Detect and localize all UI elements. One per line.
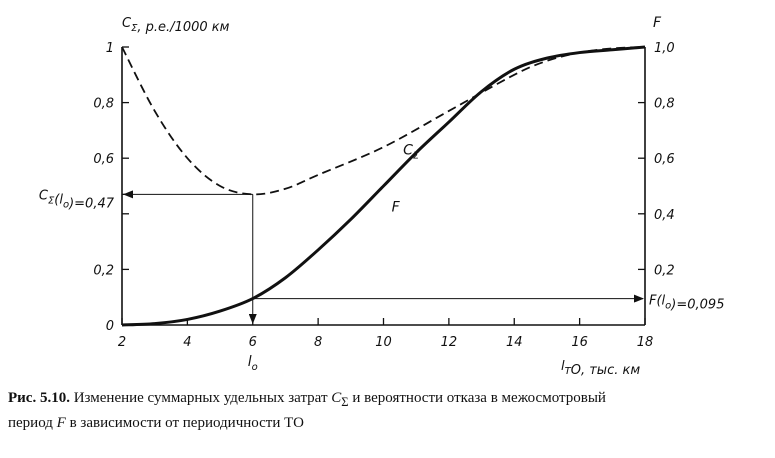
caption-line-1: Рис. 5.10. Изменение суммарных удельных … <box>8 388 773 413</box>
x-tick-label: 4 <box>183 335 191 350</box>
x-tick-label: 16 <box>571 335 588 350</box>
chart-annotations: CΣ(lо)=0,47 F(lо)=0,095 lо <box>39 188 725 373</box>
x-tick-label: 6 <box>249 335 257 350</box>
c-optimum-label: CΣ(lо)=0,47 <box>39 188 115 211</box>
caption-line2-b: в зависимости от периодичности ТО <box>65 415 304 431</box>
y-left-tick-label: 0,8 <box>93 97 114 112</box>
figure-caption: Рис. 5.10. Изменение суммарных удельных … <box>8 388 773 434</box>
x-tick-label: 12 <box>441 335 458 350</box>
x-tick-label: 8 <box>314 335 322 350</box>
caption-text-1: Изменение суммарных удельных затрат <box>69 390 332 406</box>
y-right-tick-label: 0,6 <box>654 152 675 167</box>
y-left-tick-label: 0,2 <box>93 263 114 278</box>
chart-svg: 2 4 6 8 10 12 14 16 18 0 0,2 0,6 0,8 1 0,2 0,4 0,6 0,8 1,0… <box>39 15 725 378</box>
y-left-axis-title: CΣ, р.е./1000 км <box>122 16 230 35</box>
caption-text-2: и вероятности отказа в межосмотровый <box>348 390 606 406</box>
caption-line2-a: период <box>8 415 57 431</box>
caption-symbol-sub: Σ <box>341 395 349 409</box>
y-left-tick-label: 0 <box>106 319 114 334</box>
x-tick-label: 2 <box>118 335 126 350</box>
x-axis-title: lТО, тыс. км <box>561 359 640 378</box>
optimum-x-label: lо <box>248 354 258 373</box>
y-right-tick-label: 0,8 <box>654 97 675 112</box>
series-f-label: F <box>392 199 401 215</box>
x-tick-label: 14 <box>506 335 523 350</box>
caption-symbol: C <box>331 390 342 406</box>
y-right-tick-label: 1,0 <box>654 41 675 56</box>
series-c-sigma-label: CΣ <box>403 143 420 162</box>
series-f-line <box>121 45 646 327</box>
caption-line2-f: F <box>56 415 66 431</box>
y-right-tick-label: 0,2 <box>654 263 675 278</box>
f-optimum-label: F(lо)=0,095 <box>649 294 724 313</box>
caption-figure-number: Рис. 5.10. <box>8 390 70 406</box>
y-right-tick-label: 0,4 <box>654 208 675 223</box>
y-left-tick-label: 1 <box>106 41 114 56</box>
series-c-sigma-line <box>121 46 646 196</box>
caption-line-2: период F в зависимости от периодичности … <box>8 413 773 434</box>
y-right-axis-title: F <box>653 15 662 31</box>
x-tick-label: 18 <box>637 335 654 350</box>
x-tick-label: 10 <box>375 335 392 350</box>
y-left-tick-label: 0,6 <box>93 152 114 167</box>
chart-ticks: 2 4 6 8 10 12 14 16 18 0 0,2 0,6 0,8 1 0,2 0,4 0,6 0,8 1,0… <box>93 15 674 378</box>
chart-series: CΣ F <box>121 45 646 327</box>
